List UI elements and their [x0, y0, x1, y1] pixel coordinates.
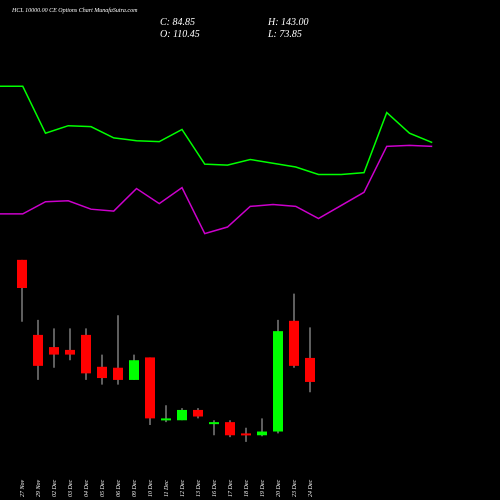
candle-body — [193, 409, 203, 417]
x-tick-label: 23 Dec — [292, 480, 298, 497]
candle-body — [49, 347, 59, 355]
candle-body — [161, 418, 171, 421]
candle-body — [97, 366, 107, 379]
candle-body — [289, 320, 299, 366]
x-tick-label: 03 Dec — [68, 480, 74, 497]
x-tick-label: 10 Dec — [148, 480, 154, 497]
x-tick-label: 17 Dec — [228, 480, 234, 497]
candle-body — [81, 334, 91, 374]
candle-body — [113, 367, 123, 380]
x-tick-label: 09 Dec — [132, 480, 138, 497]
x-tick-label: 20 Dec — [276, 480, 282, 497]
candle-body — [129, 360, 139, 380]
x-tick-label: 18 Dec — [244, 480, 250, 497]
x-tick-label: 16 Dec — [212, 480, 218, 497]
x-tick-label: 27 Nov — [20, 479, 26, 497]
x-tick-label: 19 Dec — [260, 480, 266, 497]
candle-body — [273, 331, 283, 432]
candle-body — [33, 334, 43, 366]
x-tick-label: 05 Dec — [100, 480, 106, 497]
x-tick-label: 06 Dec — [116, 480, 122, 497]
candle-body — [225, 422, 235, 436]
candle-body — [209, 422, 219, 425]
x-tick-label: 24 Dec — [307, 480, 314, 497]
close-label: C: 84.85 — [160, 17, 195, 28]
x-tick-label: 12 Dec — [180, 480, 186, 497]
candle-body — [177, 409, 187, 421]
candle-body — [17, 259, 27, 288]
candle-body — [257, 431, 267, 436]
candle-body — [145, 357, 155, 419]
candle-body — [65, 349, 75, 355]
low-label: L: 73.85 — [267, 29, 302, 40]
x-tick-label: 29 Nov — [36, 479, 42, 497]
candle-body — [241, 433, 251, 436]
indicator-line — [0, 144, 433, 235]
x-tick-label: 02 Dec — [52, 480, 58, 497]
x-tick-label: 04 Dec — [83, 480, 90, 497]
candle-body — [305, 357, 315, 382]
indicator-line — [0, 85, 433, 176]
x-tick-label: 13 Dec — [196, 480, 202, 497]
x-tick-label: 11 Dec — [164, 480, 170, 497]
high-label: H: 143.00 — [267, 17, 309, 28]
chart-title: HCL 10000.00 CE Options Chart MunafaSutr… — [11, 7, 138, 14]
open-label: O: 110.45 — [160, 29, 200, 40]
